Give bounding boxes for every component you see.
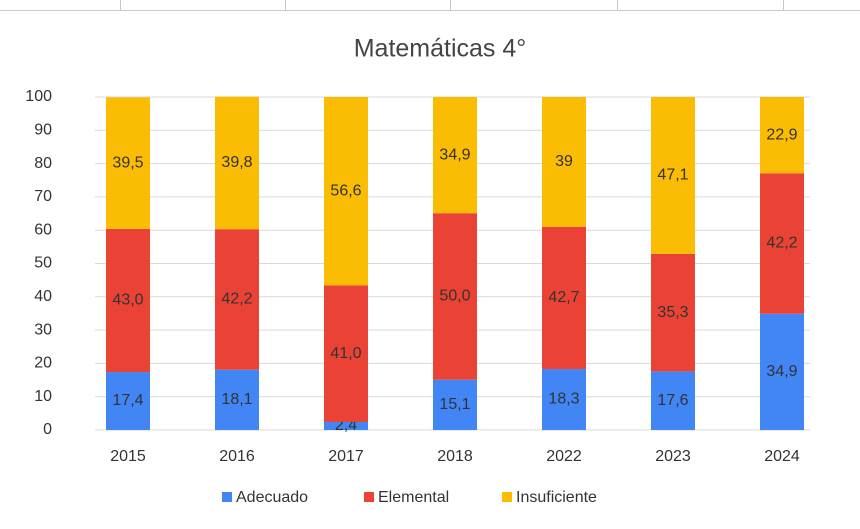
bar-segment <box>651 253 695 372</box>
bar-segment <box>651 97 695 254</box>
legend-label: Elemental <box>378 489 449 506</box>
y-tick-label: 10 <box>34 388 52 405</box>
bar-segment <box>433 97 477 214</box>
x-tick-label: 2016 <box>219 448 255 465</box>
x-tick-label: 2017 <box>328 448 364 465</box>
data-label: 18,3 <box>548 391 579 408</box>
y-tick-label: 60 <box>34 221 52 238</box>
data-label: 42,2 <box>221 291 252 308</box>
legend-swatch <box>364 492 374 502</box>
data-label: 17,4 <box>112 392 143 409</box>
data-label: 17,6 <box>657 392 688 409</box>
data-label: 42,7 <box>548 289 579 306</box>
legend-swatch <box>502 492 512 502</box>
bar-segment <box>106 97 150 229</box>
data-label: 42,2 <box>766 235 797 252</box>
bar-segment <box>215 369 259 430</box>
y-tick-label: 40 <box>34 288 52 305</box>
data-label: 41,0 <box>330 345 361 362</box>
y-tick-label: 90 <box>34 122 52 139</box>
chart-title: Matemáticas 4° <box>354 35 527 63</box>
data-label: 22,9 <box>766 126 797 143</box>
legend-swatch <box>222 492 232 502</box>
bar-segment <box>433 213 477 380</box>
data-label: 50,0 <box>439 288 470 305</box>
data-label: 39 <box>555 153 573 170</box>
data-label: 39,8 <box>221 154 252 171</box>
bar-segment <box>106 372 150 430</box>
bar-segment <box>760 313 804 430</box>
data-label: 43,0 <box>112 292 143 309</box>
bar-segment <box>324 422 368 430</box>
legend-label: Insuficiente <box>516 489 597 506</box>
bar-segment <box>542 226 586 370</box>
bar-segment <box>433 379 477 430</box>
data-label: 47,1 <box>657 167 688 184</box>
bar-segment <box>651 371 695 430</box>
y-tick-label: 20 <box>34 355 52 372</box>
data-label: 35,3 <box>657 304 688 321</box>
data-label: 34,9 <box>766 363 797 380</box>
y-tick-label: 100 <box>25 88 52 105</box>
x-tick-label: 2018 <box>437 448 473 465</box>
bar-segment <box>324 285 368 423</box>
bar-segment <box>106 228 150 373</box>
data-label: 18,1 <box>221 391 252 408</box>
y-tick-label: 80 <box>34 155 52 172</box>
bar-segment <box>215 229 259 370</box>
y-tick-label: 0 <box>43 421 52 438</box>
legend-label: Adecuado <box>236 489 308 506</box>
bar-segment <box>542 369 586 430</box>
y-tick-label: 50 <box>34 255 52 272</box>
table-border <box>0 0 860 11</box>
data-label: 39,5 <box>112 154 143 171</box>
x-tick-label: 2015 <box>110 448 146 465</box>
bar-segment <box>760 173 804 314</box>
x-tick-label: 2023 <box>655 448 691 465</box>
bar-segment <box>324 97 368 286</box>
bar-segment <box>215 96 259 230</box>
data-label: 56,6 <box>330 182 361 199</box>
bar-segment <box>542 97 586 227</box>
bar-segment <box>760 97 804 174</box>
y-tick-label: 70 <box>34 188 52 205</box>
x-tick-label: 2022 <box>546 448 582 465</box>
data-label: 15,1 <box>439 396 470 413</box>
data-label: 34,9 <box>439 146 470 163</box>
y-tick-label: 30 <box>34 321 52 338</box>
x-tick-label: 2024 <box>764 448 800 465</box>
